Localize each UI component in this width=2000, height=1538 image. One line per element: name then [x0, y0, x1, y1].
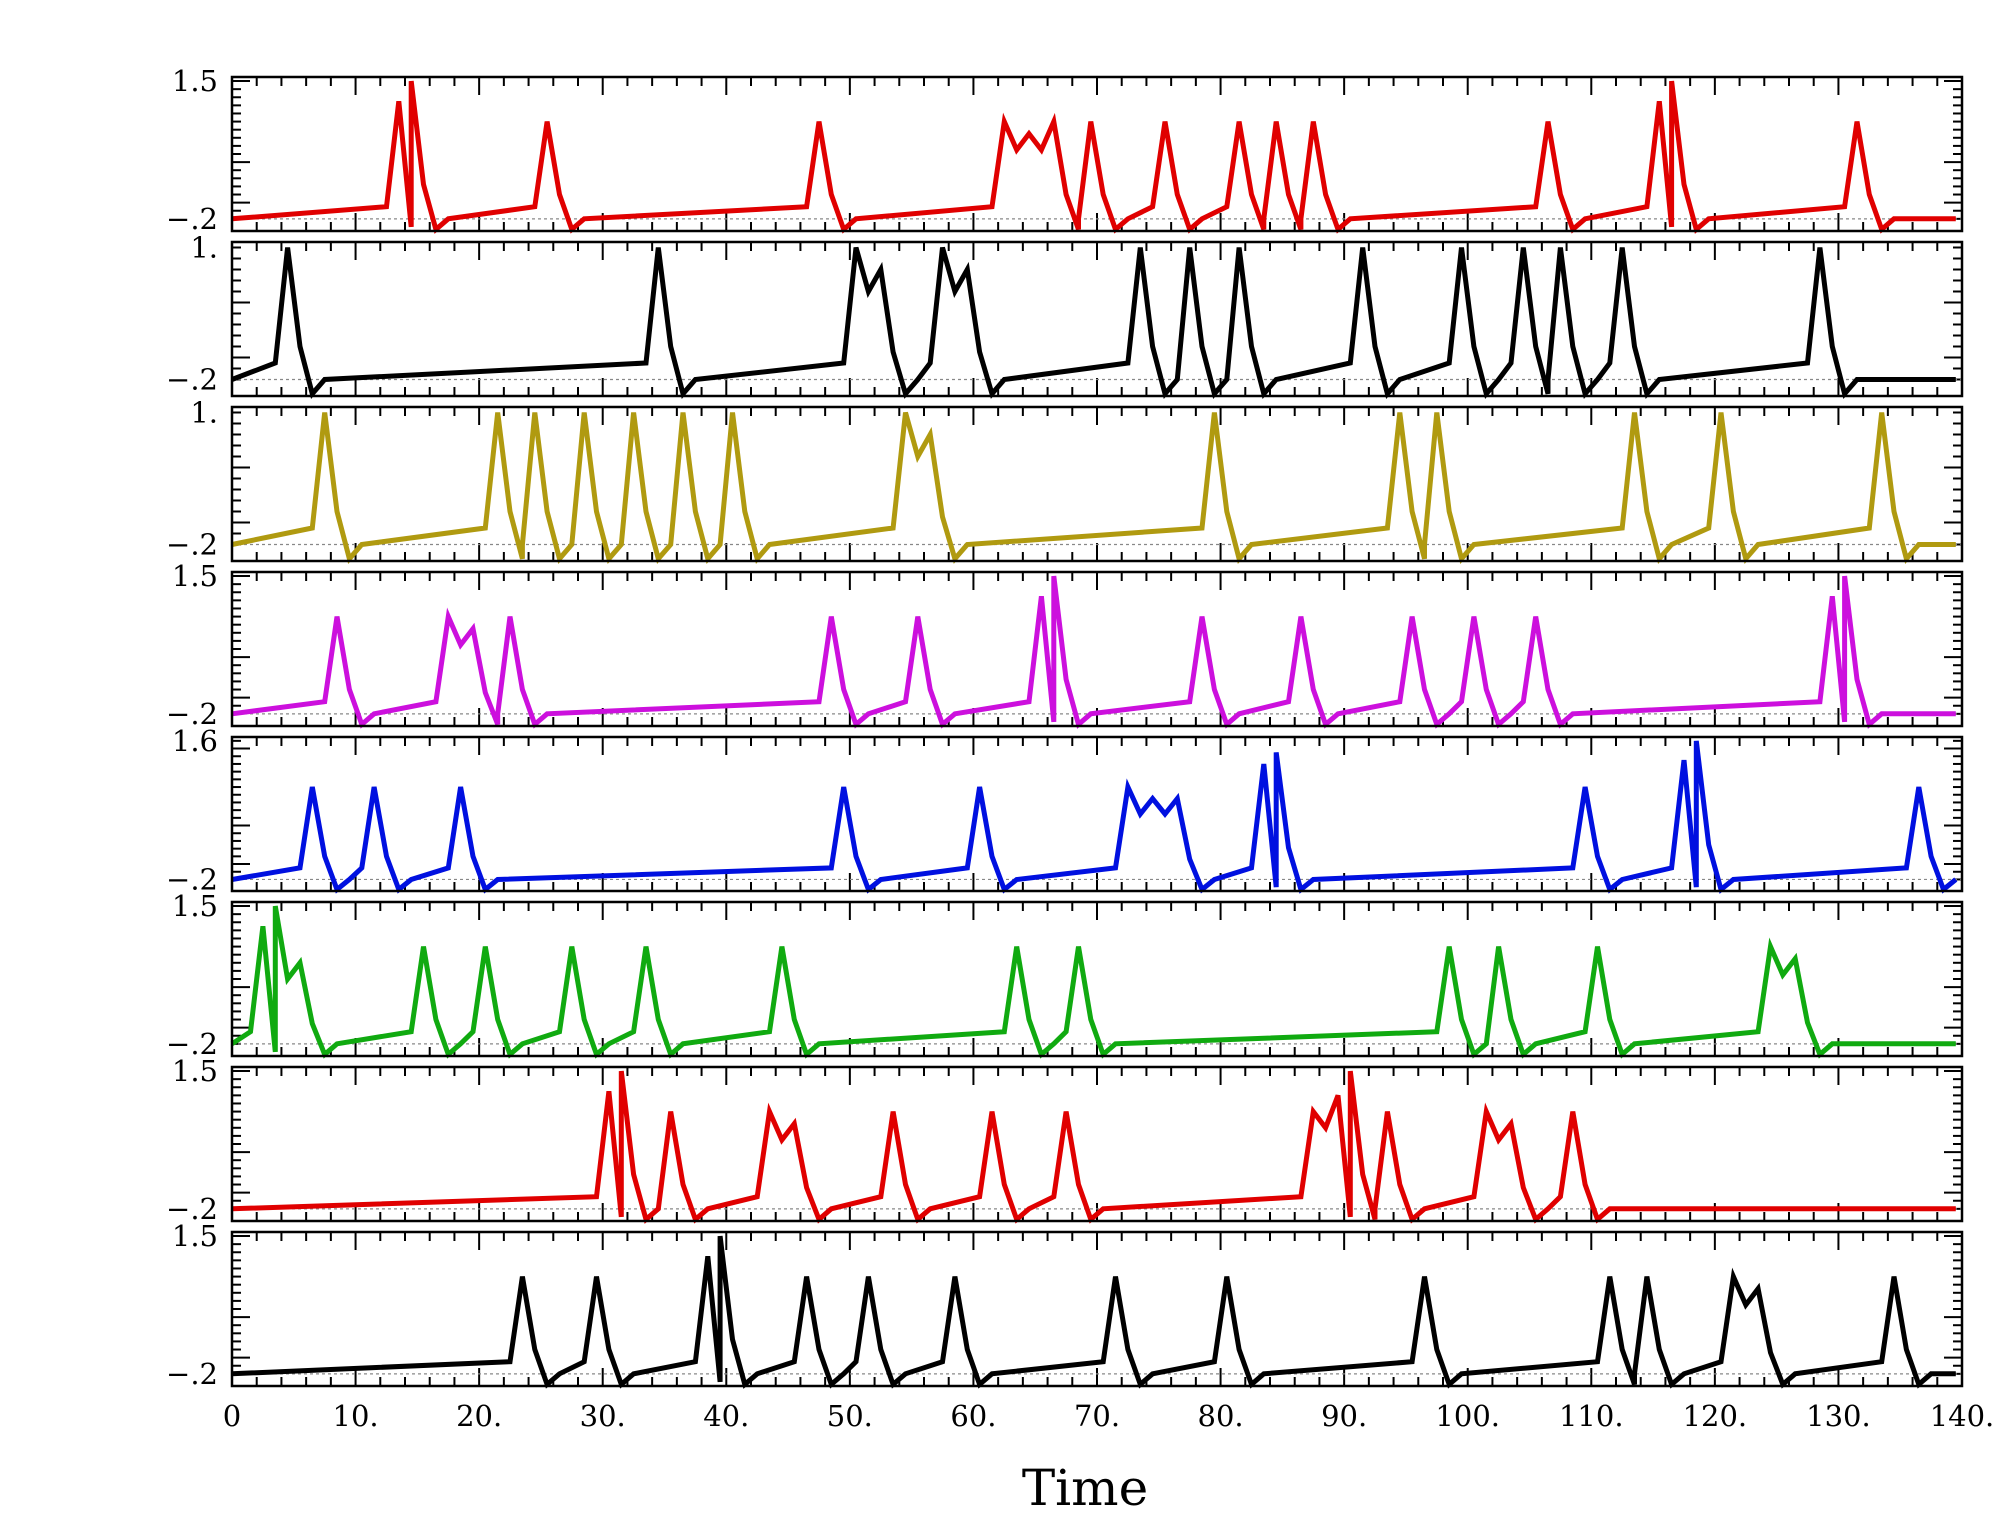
x-axis-label: Time [1022, 1459, 1148, 1517]
y-tick-label: 1.6 [172, 724, 218, 758]
y-tick-label: 1. [190, 396, 218, 430]
panel-frame [230, 240, 1964, 398]
series-line-4 [231, 575, 1956, 729]
x-tick-label: 60. [950, 1399, 996, 1433]
panel-7: 1.5 −.2 [166, 1054, 1964, 1226]
y-tick-label: 1.5 [172, 559, 218, 593]
x-tick-label: 50. [827, 1399, 873, 1433]
y-tick-label: −.2 [166, 363, 218, 397]
y-tick-label: 1.5 [172, 64, 218, 98]
panels-group: 1.5−.21.−.21.−.21.5−.21.6−.21.5−.21.5−.2… [166, 64, 1964, 1391]
panel-6: 1.5 −.2 [166, 889, 1964, 1061]
panel-3: 1. −.2 [166, 396, 1964, 565]
panel-frame [230, 75, 1964, 233]
x-tick-label: 130. [1806, 1399, 1871, 1433]
x-tick-label: 40. [703, 1399, 749, 1433]
x-tick-label: 10. [333, 1399, 379, 1433]
series-line-2 [231, 246, 1956, 400]
y-tick-label: −.2 [166, 1027, 218, 1061]
y-tick-label: 1.5 [172, 1219, 218, 1253]
panel-5: 1.6 −.2 [166, 724, 1964, 896]
series-line-7 [231, 1070, 1956, 1224]
panel-frame [230, 900, 1964, 1058]
panel-8: 1.5 −.2 [166, 1219, 1964, 1391]
x-tick-label: 0 [223, 1399, 241, 1433]
series-line-6 [230, 905, 1956, 1059]
x-tick-label: 140. [1930, 1399, 1995, 1433]
series-line-8 [231, 1235, 1956, 1389]
x-tick-label: 100. [1435, 1399, 1500, 1433]
x-tick-label: 80. [1198, 1399, 1244, 1433]
y-tick-label: −.2 [166, 697, 218, 731]
y-tick-label: −.2 [166, 1357, 218, 1391]
x-tick-label: 70. [1074, 1399, 1120, 1433]
y-tick-label: 1.5 [172, 889, 218, 923]
x-tick-label: 20. [456, 1399, 502, 1433]
y-tick-label: −.2 [166, 202, 218, 236]
x-tick-label: 110. [1559, 1399, 1624, 1433]
panel-frame [230, 405, 1964, 563]
y-tick-label: −.2 [166, 1192, 218, 1226]
series-line-1 [231, 80, 1956, 234]
panel-4: 1.5 −.2 [166, 559, 1964, 731]
x-tick-label: 90. [1321, 1399, 1367, 1433]
y-tick-label: 1.5 [172, 1054, 218, 1088]
series-line-3 [231, 411, 1956, 565]
series-line-5 [231, 740, 1958, 894]
panel-1: 1.5 −.2 [166, 64, 1964, 236]
panel-frame [230, 735, 1964, 893]
panel-frame [230, 1065, 1964, 1223]
x-axis: 0 10. 20. 30. 40. 50. 60. 70. 80. 90. 100. 110. 120.… [223, 1399, 1995, 1433]
panel-2: 1. −.2 [166, 231, 1964, 400]
y-tick-label: −.2 [166, 528, 218, 562]
y-tick-label: 1. [190, 231, 218, 265]
panel-frame [230, 570, 1964, 728]
x-tick-label: 30. [580, 1399, 626, 1433]
x-tick-label: 120. [1683, 1399, 1748, 1433]
y-tick-label: −.2 [166, 862, 218, 896]
panel-frame [230, 1230, 1964, 1388]
